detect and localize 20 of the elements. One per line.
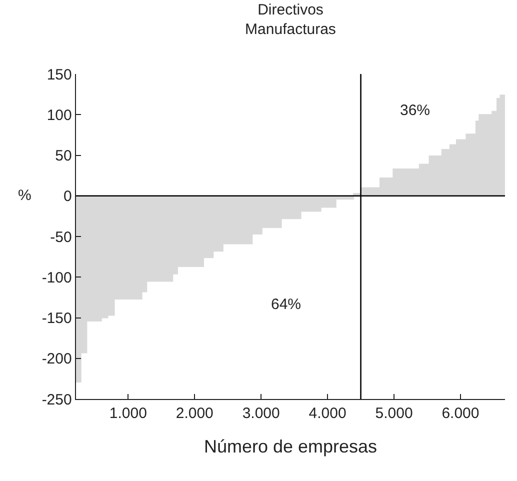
y-tick-label: 150 — [46, 66, 72, 84]
x-tick-label: 6.000 — [442, 405, 480, 422]
x-tick-label: 3.000 — [242, 405, 280, 422]
x-axis-title: Número de empresas — [204, 436, 378, 456]
y-tick-label: -50 — [50, 228, 72, 246]
x-tick-label: 1.000 — [109, 405, 147, 422]
chart-title: Directivos Manufacturas — [245, 1, 336, 38]
annotation: 36% — [400, 102, 430, 119]
y-tick-label: -150 — [42, 310, 72, 327]
x-tick-label: 2.000 — [176, 405, 214, 422]
y-tick-label: -200 — [42, 350, 72, 368]
y-axis-title: % — [18, 187, 32, 204]
annotation: 64% — [271, 296, 302, 313]
y-tick-label: -250 — [42, 391, 72, 408]
y-tick-label: -100 — [42, 269, 72, 286]
y-tick-label: 50 — [55, 148, 72, 164]
y-tick-label: 100 — [46, 106, 72, 124]
x-tick-label: 4.000 — [308, 405, 346, 422]
y-tick-label: 0 — [64, 188, 72, 206]
x-tick-label: 5.000 — [375, 405, 413, 422]
